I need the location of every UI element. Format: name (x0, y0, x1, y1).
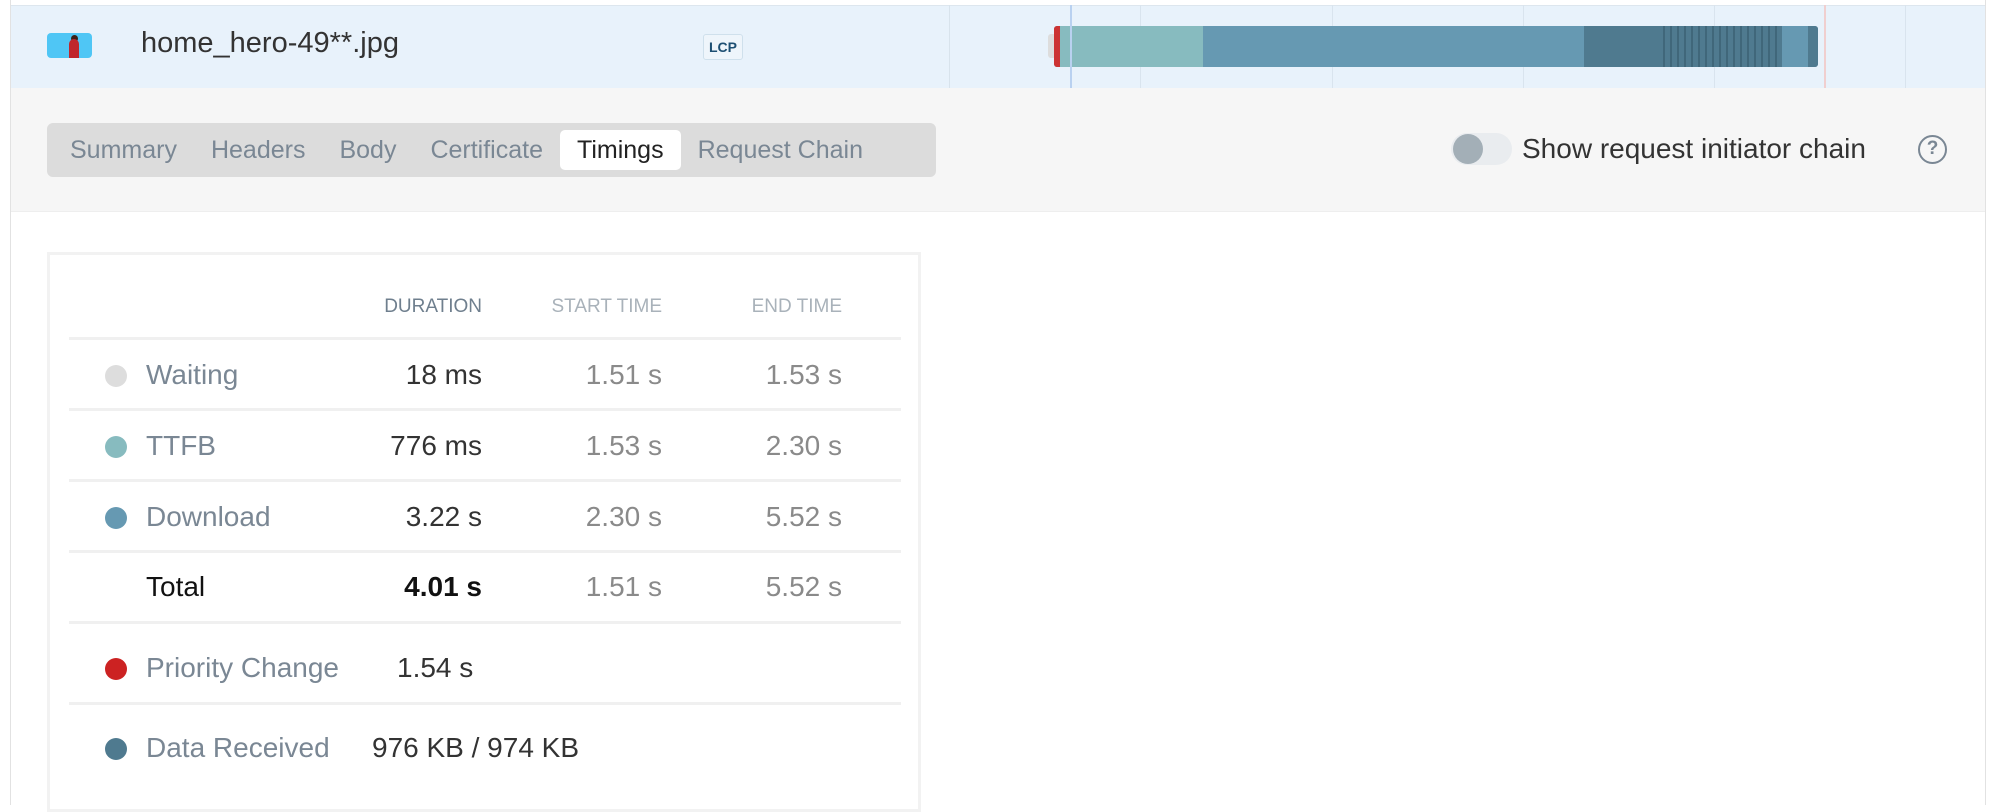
data-received-value: 976 KB / 974 KB (372, 732, 580, 763)
row-label: TTFB (146, 430, 216, 461)
waterfall-bar[interactable] (1054, 26, 1818, 67)
waiting-dot (105, 365, 127, 387)
start-marker-line (1070, 5, 1072, 88)
divider (69, 621, 901, 624)
tab-body[interactable]: Body (339, 136, 397, 164)
end-value: 5.52 s (765, 501, 842, 532)
tab-certificate[interactable]: Certificate (430, 136, 543, 164)
ttfb-segment (1060, 26, 1203, 67)
duration-value: 18 ms (405, 359, 482, 390)
waiting-segment (1048, 34, 1056, 58)
end-marker-line (1824, 5, 1826, 88)
divider (69, 479, 901, 482)
download-dot (105, 507, 127, 529)
end-value: 1.53 s (765, 359, 842, 390)
start-value: 1.51 s (585, 359, 662, 390)
initiator-chain-toggle[interactable] (1451, 133, 1512, 165)
row-label: Download (146, 501, 271, 532)
total-label: Total (146, 571, 206, 602)
detail-tabs: Summary Headers Body Certificate Timings… (47, 123, 936, 177)
tab-request-chain[interactable]: Request Chain (697, 136, 863, 164)
panel-frame (10, 0, 1986, 805)
ttfb-dot (105, 436, 127, 458)
priority-change-dot (105, 658, 127, 680)
duration-value: 776 ms (390, 430, 482, 461)
priority-change-label: Priority Change (146, 652, 339, 683)
tab-summary[interactable]: Summary (70, 136, 177, 164)
divider (69, 550, 901, 553)
download-segment (1203, 26, 1584, 67)
timings-card (47, 252, 921, 812)
data-received-label: Data Received (146, 732, 330, 763)
data-received-dot (105, 738, 127, 760)
start-value: 1.53 s (585, 430, 662, 461)
header-start-time: START TIME (551, 296, 662, 317)
end-value: 2.30 s (765, 430, 842, 461)
divider (69, 337, 901, 340)
duration-value: 3.22 s (405, 501, 482, 532)
tab-headers[interactable]: Headers (210, 136, 306, 164)
data-received-chunks (1658, 26, 1782, 67)
total-duration: 4.01 s (404, 571, 482, 602)
header-duration: DURATION (384, 296, 482, 317)
data-received-segment (1584, 26, 1658, 67)
data-received-segment (1808, 26, 1818, 67)
total-start: 1.51 s (585, 571, 662, 602)
priority-change-marker (1054, 26, 1060, 67)
header-end-time: END TIME (751, 296, 842, 317)
lcp-badge: LCP (703, 34, 743, 60)
help-icon[interactable]: ? (1918, 135, 1947, 164)
divider (69, 702, 901, 705)
request-filename[interactable]: home_hero-49**.jpg (141, 27, 399, 59)
toggle-label: Show request initiator chain (1522, 133, 1866, 164)
divider (69, 408, 901, 411)
column-divider (949, 5, 950, 88)
image-thumbnail (47, 33, 92, 58)
priority-change-value: 1.54 s (397, 652, 474, 683)
start-value: 2.30 s (585, 501, 662, 532)
total-end: 5.52 s (765, 571, 842, 602)
tab-timings[interactable]: Timings (560, 130, 681, 170)
row-label: Waiting (146, 359, 239, 390)
grid-line (1905, 5, 1906, 88)
